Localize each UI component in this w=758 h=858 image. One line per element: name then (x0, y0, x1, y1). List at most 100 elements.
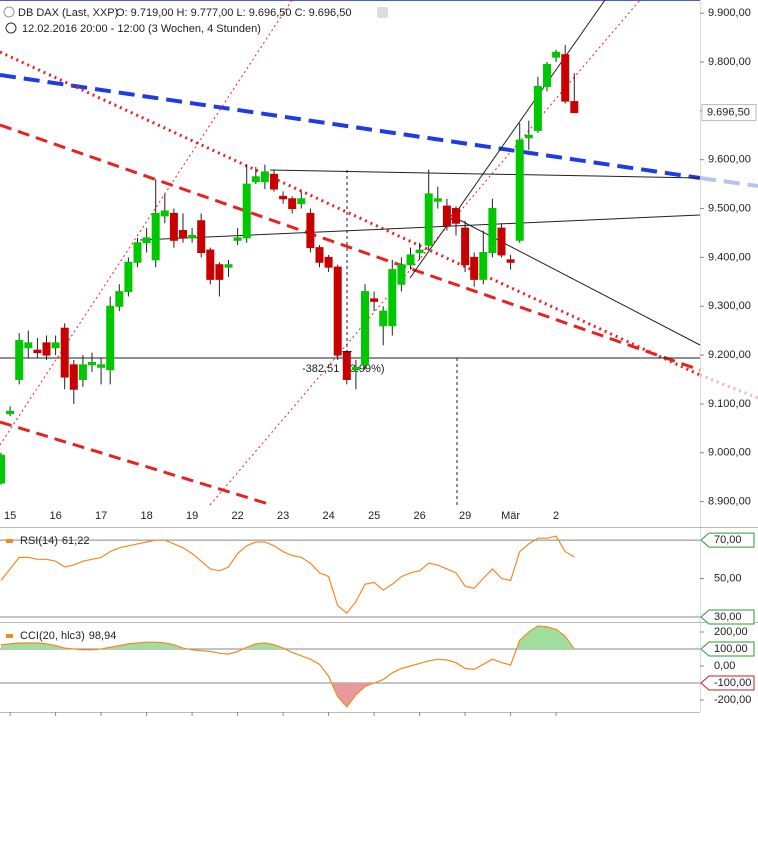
trend-line (0, 73, 701, 180)
candle-body (97, 364, 106, 368)
indicator-title: RSI(14) (20, 535, 58, 547)
indicator-value: 61,22 (62, 535, 90, 547)
candle-body (342, 352, 351, 380)
candle-body (251, 176, 260, 183)
indicator-value: 98,94 (89, 630, 117, 642)
y-tick-label: 200,00 (714, 626, 748, 638)
candle-body (215, 264, 224, 280)
y-tick-label: 30,00 (714, 611, 742, 623)
candle-body (142, 237, 151, 244)
candle-body (115, 291, 124, 307)
candle-body (379, 310, 388, 327)
y-tick-label: 9.800,00 (708, 56, 751, 68)
candle-body (361, 291, 369, 366)
candle-body (224, 264, 233, 268)
trend-line (699, 373, 758, 400)
candle-body (461, 227, 470, 266)
y-tick-label: 9.100,00 (708, 398, 751, 410)
candle-body (470, 256, 479, 280)
legend-swatch (6, 539, 13, 543)
x-tick-label: 17 (95, 510, 107, 522)
trend-line (0, 50, 701, 377)
candle-body (452, 208, 460, 224)
candle-body (515, 139, 524, 241)
trend-line (699, 176, 758, 188)
y-tick-label: 50,00 (714, 572, 742, 584)
candle-body (306, 212, 315, 249)
candle-body (370, 298, 379, 302)
candle-body (78, 364, 87, 380)
candle-body (561, 54, 570, 102)
candle-body (6, 410, 15, 415)
y-tick-label: 8.900,00 (708, 495, 751, 507)
indicator-title: CCI(20, hlc3) (20, 630, 85, 642)
candle-body (279, 195, 288, 200)
candle-body (160, 210, 169, 217)
candle-body (151, 212, 160, 261)
candle-body (488, 208, 497, 254)
candle-body (324, 256, 333, 268)
candle-body (388, 269, 397, 327)
candle-body (15, 339, 24, 380)
icon (3, 6, 15, 18)
candle-body (179, 230, 187, 239)
candle-body (24, 342, 33, 349)
tick-tag (700, 641, 755, 657)
candle-body (242, 183, 251, 239)
candle-body (333, 266, 342, 356)
candle-body (60, 327, 69, 378)
y-tick-label: 9.200,00 (708, 349, 751, 361)
y-tick-label: 9.600,00 (708, 154, 751, 166)
icon[interactable] (377, 7, 388, 18)
trend-line (0, 420, 273, 507)
candle-body (0, 454, 5, 484)
area-upper (1, 626, 575, 649)
candle-body (406, 254, 415, 266)
candle-body (315, 247, 324, 263)
chart-title: DB DAX (Last, XXP) (18, 7, 118, 19)
y-tick-label: 9.300,00 (708, 300, 751, 312)
x-tick-label: 24 (322, 510, 334, 522)
candle-body (51, 342, 60, 349)
tick-tag (700, 675, 755, 691)
x-tick-label: 2 (553, 510, 559, 522)
candle-body (206, 249, 215, 280)
price-tag-label: 9.696,50 (707, 106, 750, 118)
candle-body (288, 198, 297, 210)
candle-body (188, 234, 197, 239)
candle-body (524, 134, 533, 139)
candle-body (543, 63, 551, 87)
y-tick-label: 9.500,00 (708, 202, 751, 214)
indicator-line (0, 535, 575, 615)
tick-tag (700, 609, 755, 625)
trend-line (139, 214, 701, 241)
candle-body (479, 252, 488, 280)
candle-body (69, 364, 78, 390)
x-tick-label: 16 (49, 510, 61, 522)
candle-body (169, 212, 178, 241)
clock-icon (5, 22, 17, 34)
candle-body (351, 366, 360, 371)
x-tick-label: 19 (186, 510, 198, 522)
candle-body (297, 198, 306, 205)
candle-body (88, 361, 96, 366)
period: 12.02.2016 20:00 - 12:00 (3 Wochen, 4 St… (22, 23, 261, 35)
y-tick-label: 9.000,00 (708, 447, 751, 459)
candle-body (233, 237, 242, 241)
candle-body (497, 227, 506, 256)
y-tick-label: -200,00 (714, 694, 751, 706)
y-tick-label: 70,00 (714, 534, 742, 546)
trend-line (269, 169, 701, 179)
indicator-line (0, 625, 575, 708)
y-tick-label: -100,00 (714, 677, 751, 689)
channel-line (0, 0, 293, 446)
x-tick-label: 23 (277, 510, 289, 522)
candle-body (133, 242, 142, 263)
candle-body (415, 249, 424, 254)
y-tick-label: 9.900,00 (708, 7, 751, 19)
x-tick-label: 22 (231, 510, 243, 522)
trend-line (409, 0, 606, 279)
x-tick-label: 25 (368, 510, 380, 522)
legend-swatch (6, 634, 13, 638)
candle-body (506, 259, 515, 263)
